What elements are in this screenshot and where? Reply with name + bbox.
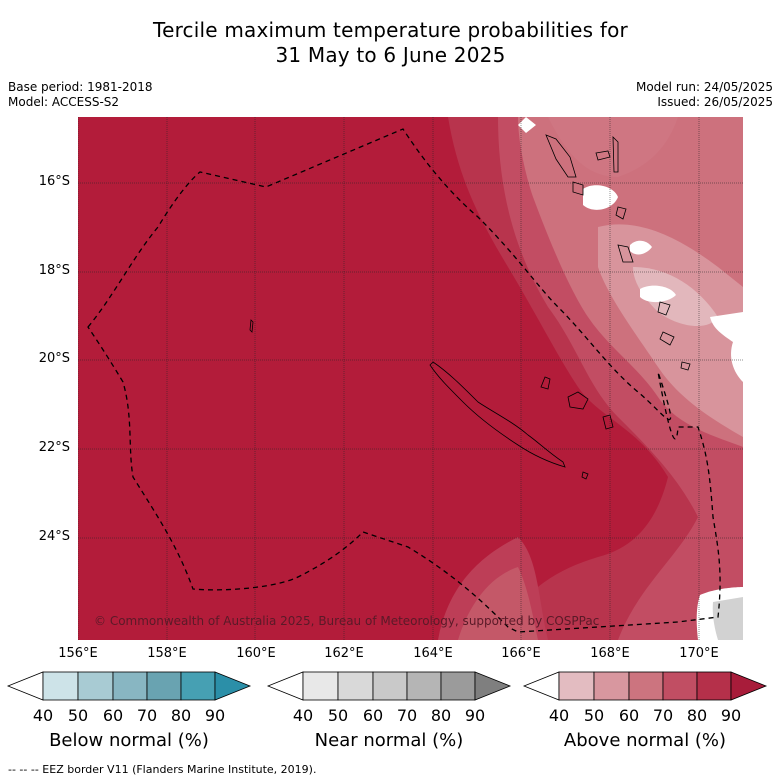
island-west-1: [249, 319, 254, 333]
above-tick-40: 40: [548, 706, 570, 725]
vanuatu-island-9: [680, 361, 691, 371]
above-normal-40-region: [633, 267, 718, 327]
above-tick-60: 60: [618, 706, 640, 725]
island-south-1: [581, 471, 589, 480]
colorbar-near: [266, 671, 512, 701]
vanuatu-island-4: [572, 181, 584, 196]
islands: [249, 134, 691, 480]
lat-label-18s: 18°S: [38, 263, 70, 278]
below-tick-50: 50: [67, 706, 89, 725]
base-period: Base period: 1981-2018: [8, 80, 153, 94]
vanuatu-island-3: [595, 150, 611, 161]
vanuatu-island-7: [657, 301, 671, 316]
above-normal-60-south-region: [458, 567, 538, 640]
new-caledonia-island: [429, 361, 566, 468]
above-tick-50: 50: [583, 706, 605, 725]
vanuatu-island-1: [545, 134, 577, 178]
island-2: [602, 414, 614, 430]
white-patch-5: [710, 312, 743, 382]
eez-border: [87, 128, 721, 633]
lat-label-24s: 24°S: [38, 529, 70, 544]
loyalty-island: [567, 391, 589, 410]
vanuatu-island-5: [615, 206, 627, 220]
lat-label-20s: 20°S: [38, 351, 70, 366]
white-patch-3: [630, 240, 652, 255]
eez-footnote: -- -- -- EEZ border V11 (Flanders Marine…: [8, 763, 317, 776]
near-tick-60: 60: [362, 706, 384, 725]
probability-map: © Commonwealth of Australia 2025, Bureau…: [78, 117, 743, 640]
lon-label-166e: 166°E: [501, 646, 541, 661]
lat-label-22s: 22°S: [38, 440, 70, 455]
above-tick-70: 70: [652, 706, 674, 725]
lon-label-162e: 162°E: [324, 646, 364, 661]
below-tick-70: 70: [136, 706, 158, 725]
lat-label-16s: 16°S: [38, 174, 70, 189]
lon-label-158e: 158°E: [147, 646, 187, 661]
title-line-1: Tercile maximum temperature probabilitie…: [153, 18, 628, 42]
white-patch-4: [640, 285, 676, 303]
title-line-2: 31 May to 6 June 2025: [275, 43, 506, 67]
lon-label-164e: 164°E: [413, 646, 453, 661]
below-tick-40: 40: [32, 706, 54, 725]
island-1: [540, 376, 551, 390]
colorbars-svg: [6, 671, 768, 701]
above-normal-50-region: [598, 224, 743, 437]
graticule: [78, 117, 743, 640]
vanuatu-island-6: [617, 244, 634, 263]
near-tick-90: 90: [464, 706, 486, 725]
below-tick-90: 90: [204, 706, 226, 725]
issued-date: Issued: 26/05/2025: [657, 95, 773, 109]
model-run: Model run: 24/05/2025: [635, 80, 773, 94]
near-tick-40: 40: [292, 706, 314, 725]
colorbar-below: [6, 671, 252, 701]
lon-label-156e: 156°E: [58, 646, 98, 661]
map-svg: [78, 117, 743, 640]
near-tick-80: 80: [430, 706, 452, 725]
vanuatu-island-2: [612, 136, 619, 173]
below-tick-80: 80: [170, 706, 192, 725]
near-tick-70: 70: [396, 706, 418, 725]
vanuatu-island-8: [659, 331, 675, 346]
below-tick-60: 60: [102, 706, 124, 725]
near-normal-patch: [712, 597, 743, 640]
above-tick-90: 90: [720, 706, 742, 725]
lon-label-170e: 170°E: [679, 646, 719, 661]
below-normal-label: Below normal (%): [49, 730, 209, 751]
meta-left: Base period: 1981-2018 Model: ACCESS-S2: [8, 80, 153, 110]
lon-label-168e: 168°E: [590, 646, 630, 661]
colorbar-above: [522, 671, 768, 701]
model-name: Model: ACCESS-S2: [8, 95, 120, 109]
white-patch-2: [518, 117, 536, 133]
map-copyright: © Commonwealth of Australia 2025, Bureau…: [94, 614, 600, 628]
above-normal-label: Above normal (%): [563, 730, 727, 751]
chart-title: Tercile maximum temperature probabilitie…: [0, 18, 781, 68]
lon-label-160e: 160°E: [236, 646, 276, 661]
near-tick-50: 50: [327, 706, 349, 725]
above-tick-80: 80: [686, 706, 708, 725]
meta-right: Model run: 24/05/2025 Issued: 26/05/2025: [636, 80, 773, 110]
white-patch-1: [583, 185, 618, 210]
near-normal-label: Near normal (%): [314, 730, 464, 751]
